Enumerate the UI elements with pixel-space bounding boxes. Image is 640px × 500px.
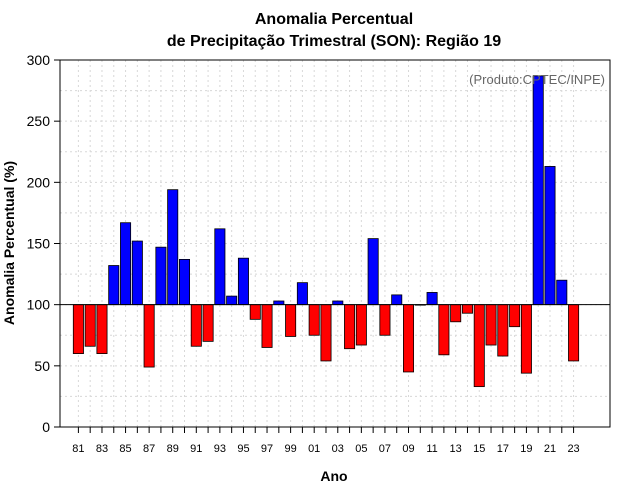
x-tick-label: 03 xyxy=(332,443,344,455)
bar-93 xyxy=(214,228,226,306)
bar-97 xyxy=(261,304,273,348)
x-tick-label: 83 xyxy=(96,443,108,455)
y-tick-label: 250 xyxy=(27,113,51,129)
credit-label: (Produto:CPTEC/INPE) xyxy=(469,72,605,87)
bar-07 xyxy=(379,304,391,336)
bar-11 xyxy=(426,292,438,306)
x-tick-label: 91 xyxy=(190,443,202,455)
bar-22 xyxy=(556,279,568,306)
bar-09 xyxy=(403,304,415,373)
bar-90 xyxy=(179,259,191,306)
y-tick-label: 0 xyxy=(42,419,50,435)
y-tick-label: 150 xyxy=(27,236,51,252)
x-tick-label: 97 xyxy=(261,443,273,455)
bar-85 xyxy=(120,222,132,306)
bar-00 xyxy=(296,282,308,306)
bar-21 xyxy=(544,166,556,306)
bar-91 xyxy=(190,304,202,347)
x-tick-label: 95 xyxy=(237,443,249,455)
bar-92 xyxy=(202,304,214,342)
bar-89 xyxy=(167,189,179,306)
x-tick-label: 01 xyxy=(308,443,320,455)
y-tick-label: 300 xyxy=(27,52,51,68)
x-tick-label: 15 xyxy=(473,443,485,455)
x-tick-label: 21 xyxy=(544,443,556,455)
y-tick-label: 200 xyxy=(27,174,51,190)
bar-14 xyxy=(461,304,473,314)
bar-17 xyxy=(497,304,509,357)
x-axis-title: Ano xyxy=(320,468,347,484)
bar-08 xyxy=(391,294,403,306)
bar-88 xyxy=(155,246,167,306)
bar-05 xyxy=(355,304,367,346)
y-axis-title: Anomalia Percentual (%) xyxy=(1,161,17,325)
x-tick-label: 23 xyxy=(567,443,579,455)
bars xyxy=(72,75,580,388)
x-tick-label: 89 xyxy=(167,443,179,455)
bar-86 xyxy=(131,240,143,306)
bar-84 xyxy=(108,265,120,306)
chart-title-line2: de Precipitação Trimestral (SON): Região… xyxy=(167,33,501,50)
bar-83 xyxy=(96,304,108,354)
bar-03 xyxy=(332,300,344,306)
x-tick-label: 93 xyxy=(214,443,226,455)
bar-20 xyxy=(532,75,544,306)
x-tick-label: 19 xyxy=(520,443,532,455)
x-tick-label: 17 xyxy=(497,443,509,455)
grid-lines xyxy=(60,60,610,427)
x-tick-label: 99 xyxy=(284,443,296,455)
x-tick-label: 87 xyxy=(143,443,155,455)
bar-98 xyxy=(273,300,285,306)
y-tick-label: 50 xyxy=(34,358,50,374)
bar-23 xyxy=(568,304,580,362)
bar-96 xyxy=(249,304,261,320)
x-tick-label: 13 xyxy=(450,443,462,455)
bar-15 xyxy=(473,304,485,388)
bar-01 xyxy=(308,304,320,336)
bar-19 xyxy=(520,304,532,374)
bar-82 xyxy=(84,304,96,347)
bar-06 xyxy=(367,238,379,306)
bar-87 xyxy=(143,304,155,368)
y-tick-label: 100 xyxy=(27,297,51,313)
x-tick-label: 11 xyxy=(426,443,437,455)
bar-02 xyxy=(320,304,332,362)
bar-04 xyxy=(344,304,356,350)
bar-81 xyxy=(72,304,84,354)
chart-title-line1: Anomalia Percentual xyxy=(255,11,413,28)
x-tick-label: 05 xyxy=(355,443,367,455)
bar-12 xyxy=(438,304,450,356)
bar-18 xyxy=(509,304,521,328)
x-tick-label: 85 xyxy=(119,443,131,455)
bar-13 xyxy=(450,304,462,323)
bar-95 xyxy=(237,257,249,306)
x-tick-label: 09 xyxy=(402,443,414,455)
x-tick-label: 81 xyxy=(72,443,84,455)
bar-16 xyxy=(485,304,497,346)
bar-99 xyxy=(285,304,297,337)
x-tick-label: 07 xyxy=(379,443,391,455)
bar-94 xyxy=(226,295,238,306)
